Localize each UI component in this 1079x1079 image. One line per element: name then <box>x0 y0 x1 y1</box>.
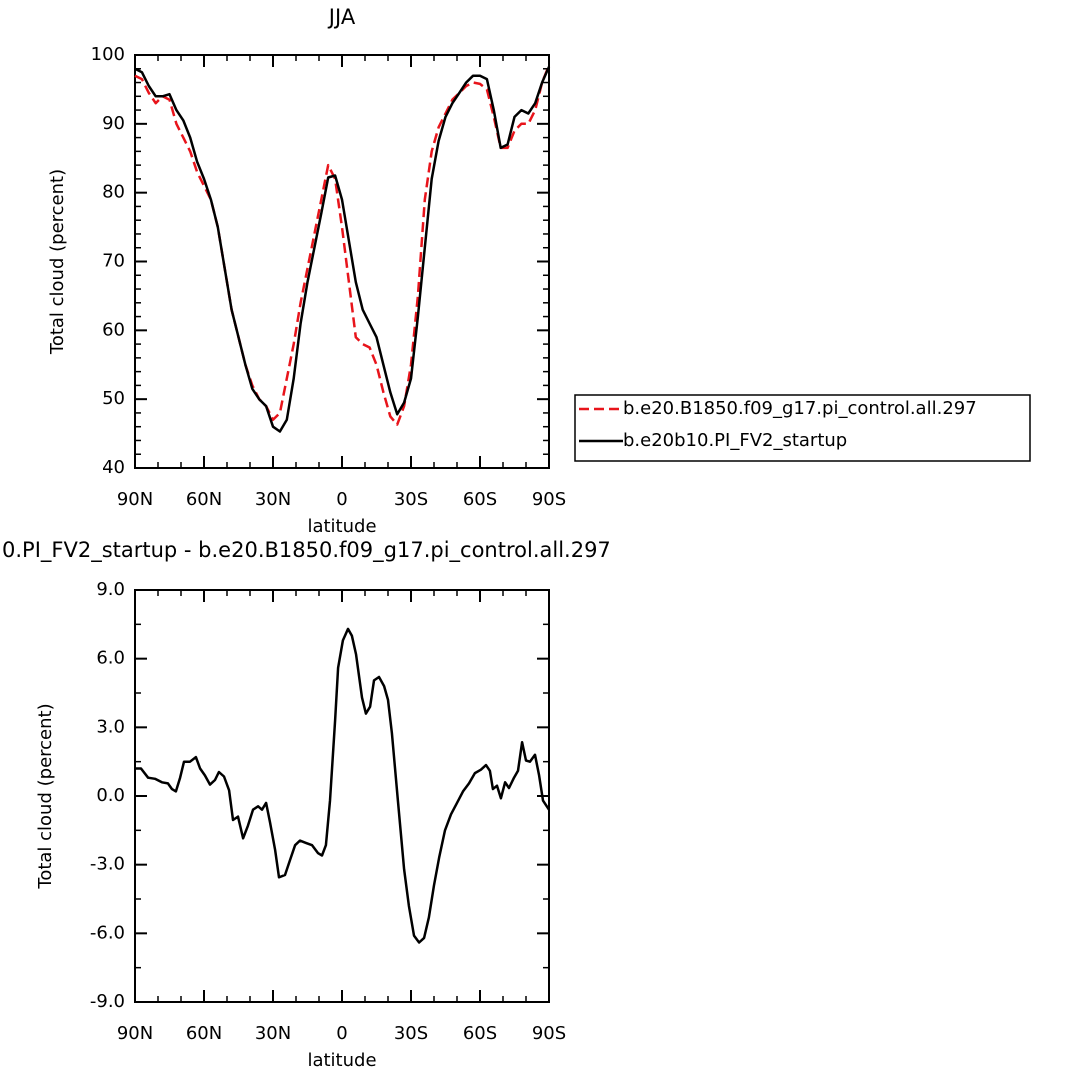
x-tick-label: 30S <box>394 1023 428 1044</box>
x-axis-label: latitude <box>307 516 376 537</box>
x-tick-label: 30N <box>255 489 291 510</box>
y-tick-label: -3.0 <box>90 854 125 875</box>
legend-box <box>574 394 1031 462</box>
y-tick-label: 80 <box>102 182 125 203</box>
y-axis-label: Total cloud (percent) <box>47 169 68 355</box>
x-tick-label: 90S <box>532 1023 566 1044</box>
x-tick-label: 90N <box>117 1023 153 1044</box>
x-tick-label: 30N <box>255 1023 291 1044</box>
data-line <box>134 66 551 433</box>
data-line <box>135 627 551 944</box>
legend-label: b.e20b10.PI_FV2_startup <box>623 430 847 451</box>
x-tick-label: 90N <box>117 489 153 510</box>
x-tick-label: 0 <box>336 489 347 510</box>
legend-label: b.e20.B1850.f09_g17.pi_control.all.297 <box>623 398 977 419</box>
x-tick-label: 60S <box>463 1023 497 1044</box>
y-tick-label: 100 <box>91 44 125 65</box>
y-tick-label: 0.0 <box>96 785 125 806</box>
plot-frame <box>134 54 550 469</box>
y-tick-label: 70 <box>102 251 125 272</box>
y-tick-label: 9.0 <box>96 579 125 600</box>
x-tick-label: 0 <box>336 1023 347 1044</box>
x-axis-label: latitude <box>307 1050 376 1071</box>
chart-title: 0.PI_FV2_startup - b.e20.B1850.f09_g17.p… <box>2 538 611 563</box>
chart-title: JJA <box>327 5 356 29</box>
data-line <box>134 64 551 426</box>
x-tick-label: 60N <box>186 1023 222 1044</box>
x-tick-label: 30S <box>394 489 428 510</box>
y-tick-label: -6.0 <box>90 922 125 943</box>
y-tick-label: -9.0 <box>90 991 125 1012</box>
x-tick-label: 90S <box>532 489 566 510</box>
x-tick-label: 60S <box>463 489 497 510</box>
y-tick-label: 60 <box>102 319 125 340</box>
y-tick-label: 90 <box>102 113 125 134</box>
y-tick-label: 3.0 <box>96 716 125 737</box>
y-tick-label: 6.0 <box>96 648 125 669</box>
y-axis-label: Total cloud (percent) <box>35 703 56 889</box>
x-tick-label: 60N <box>186 489 222 510</box>
y-tick-label: 40 <box>102 457 125 478</box>
y-tick-label: 50 <box>102 388 125 409</box>
